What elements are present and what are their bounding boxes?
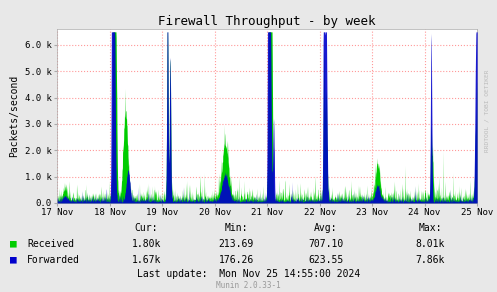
Text: Cur:: Cur: [135, 223, 159, 233]
Text: 707.10: 707.10 [308, 239, 343, 249]
Text: 8.01k: 8.01k [415, 239, 445, 249]
Text: 176.26: 176.26 [219, 255, 253, 265]
Text: 623.55: 623.55 [308, 255, 343, 265]
Text: ■: ■ [10, 255, 17, 265]
Text: Last update:  Mon Nov 25 14:55:00 2024: Last update: Mon Nov 25 14:55:00 2024 [137, 270, 360, 279]
Text: Munin 2.0.33-1: Munin 2.0.33-1 [216, 281, 281, 291]
Text: RRDTOOL / TOBI OETIKER: RRDTOOL / TOBI OETIKER [485, 70, 490, 152]
Y-axis label: Packets/second: Packets/second [9, 75, 19, 157]
Text: Avg:: Avg: [314, 223, 337, 233]
Text: Min:: Min: [224, 223, 248, 233]
Text: Max:: Max: [418, 223, 442, 233]
Text: Forwarded: Forwarded [27, 255, 80, 265]
Title: Firewall Throughput - by week: Firewall Throughput - by week [159, 15, 376, 28]
Text: Received: Received [27, 239, 75, 249]
Text: 213.69: 213.69 [219, 239, 253, 249]
Text: 1.80k: 1.80k [132, 239, 162, 249]
Text: 7.86k: 7.86k [415, 255, 445, 265]
Text: 1.67k: 1.67k [132, 255, 162, 265]
Text: ■: ■ [10, 239, 17, 249]
